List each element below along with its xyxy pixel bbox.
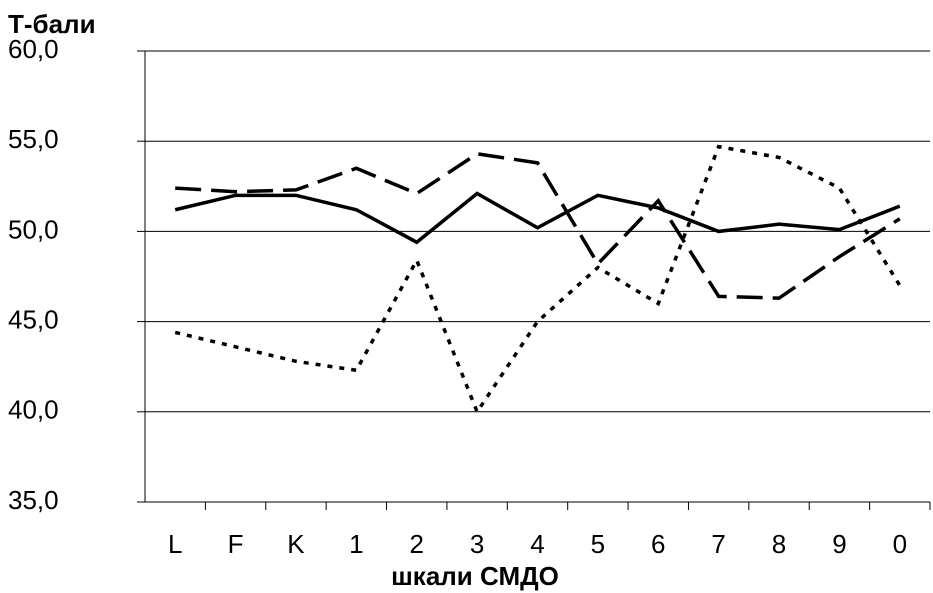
x-tick-label: 5 [591, 529, 605, 559]
line-series [174, 144, 902, 416]
x-tick-label: 0 [893, 529, 907, 559]
x-tick-label: K [287, 529, 305, 559]
x-tick-label: 3 [470, 529, 484, 559]
y-axis-title: Т-бали [8, 9, 96, 39]
y-tick-label: 60,0 [8, 34, 59, 64]
x-tick-label: 1 [349, 529, 363, 559]
y-tick-label: 45,0 [8, 304, 59, 334]
y-tick-label: 35,0 [8, 485, 59, 515]
y-tick-label: 40,0 [8, 395, 59, 425]
x-axis-title: шкали СМДО [391, 561, 559, 591]
y-tick-label: 50,0 [8, 214, 59, 244]
x-tick-label: F [228, 529, 244, 559]
y-tick-label: 55,0 [8, 124, 59, 154]
x-tick-label: 4 [530, 529, 544, 559]
line-series [175, 151, 901, 300]
x-tick-label: 2 [409, 529, 423, 559]
line-series [174, 191, 901, 245]
x-tick-label: 7 [711, 529, 725, 559]
x-tick-label: 8 [772, 529, 786, 559]
x-tick-label: L [168, 529, 182, 559]
x-tick-label: 6 [651, 529, 665, 559]
x-tick-label: 9 [832, 529, 846, 559]
